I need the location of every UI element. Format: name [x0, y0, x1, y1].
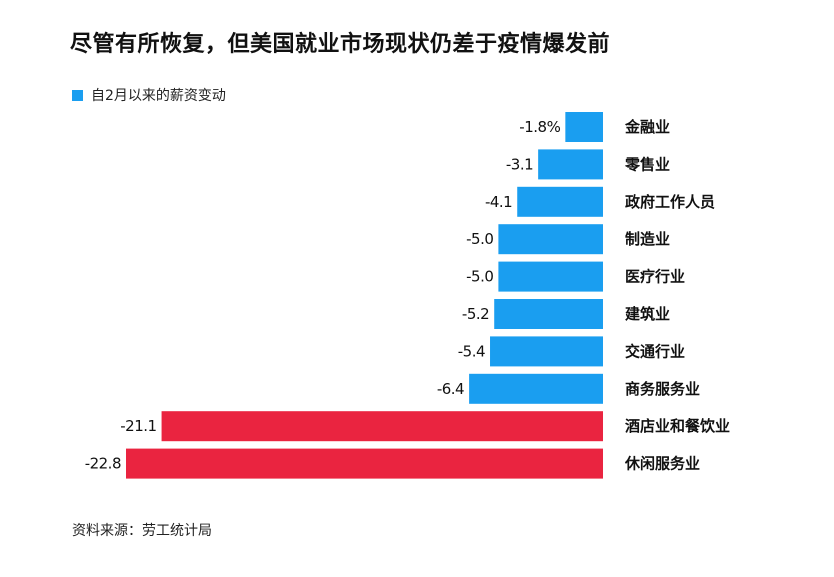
category-label: 商务服务业	[625, 380, 700, 398]
value-label: -21.1	[120, 417, 156, 435]
bar-9	[161, 411, 603, 442]
value-label: -3.1	[506, 155, 533, 173]
chart-title: 尽管有所恢复，但美国就业市场现状仍差于疫情爆发前	[70, 32, 611, 57]
bar-6	[494, 299, 603, 329]
bar-8	[469, 373, 603, 404]
value-label: -6.4	[437, 380, 464, 398]
bar-5	[498, 261, 603, 292]
value-label: -1.8%	[519, 118, 560, 136]
category-label: 休闲服务业	[624, 455, 700, 473]
legend-label: 自2月以来的薪资变动	[91, 88, 226, 104]
value-label: -22.8	[85, 455, 121, 473]
category-label: 酒店业和餐饮业	[625, 417, 730, 435]
category-label: 零售业	[624, 155, 670, 173]
value-label: -5.0	[466, 230, 493, 248]
value-label: -4.1	[485, 193, 512, 211]
category-label: 交通行业	[625, 342, 685, 360]
bar-2	[538, 149, 603, 180]
category-label: 金融业	[624, 118, 670, 136]
bar-7	[490, 336, 603, 367]
bar-1	[565, 112, 603, 142]
source-note: 资料来源：劳工统计局	[72, 523, 212, 539]
value-label: -5.0	[466, 268, 493, 286]
bar-4	[498, 224, 603, 255]
category-label: 医疗行业	[625, 268, 685, 286]
category-label: 制造业	[625, 230, 670, 248]
category-label: 政府工作人员	[625, 193, 715, 211]
value-label: -5.4	[458, 342, 485, 360]
bar-10	[126, 448, 603, 479]
bar-3	[517, 186, 603, 217]
legend-swatch	[72, 89, 83, 101]
category-label: 建筑业	[625, 305, 670, 323]
legend: 自2月以来的薪资变动	[72, 85, 226, 105]
value-label: -5.2	[462, 305, 489, 323]
